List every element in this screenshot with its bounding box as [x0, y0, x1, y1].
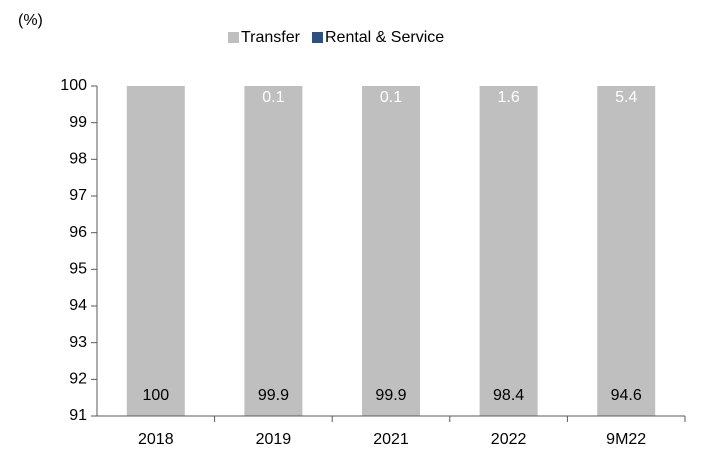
y-tick-label: 98 — [69, 151, 87, 168]
y-tick-label: 93 — [69, 334, 87, 351]
bar-segment — [362, 86, 420, 416]
legend: Transfer Rental & Service — [228, 29, 444, 46]
legend-swatch — [228, 32, 239, 43]
legend-label: Transfer — [241, 29, 301, 46]
data-label: 94.6 — [611, 387, 642, 404]
legend-label: Rental & Service — [325, 29, 444, 46]
x-tick-label: 9M22 — [606, 431, 646, 448]
y-tick-label: 97 — [69, 187, 87, 204]
data-label: 98.4 — [493, 387, 524, 404]
data-label: 99.9 — [258, 387, 289, 404]
x-tick-label: 2018 — [138, 431, 174, 448]
bar-segment — [244, 86, 303, 416]
y-tick-label: 95 — [69, 261, 87, 278]
x-tick-label: 2021 — [373, 431, 409, 448]
y-tick-label: 94 — [69, 297, 87, 314]
data-label: 1.6 — [497, 89, 519, 106]
x-tick-label: 2022 — [491, 431, 527, 448]
bar-segment — [126, 86, 185, 416]
data-label: 0.1 — [380, 89, 402, 106]
data-label: 0.1 — [262, 89, 284, 106]
y-tick-label: 91 — [69, 407, 87, 424]
data-label: 5.4 — [615, 89, 637, 106]
y-tick-label: 96 — [69, 224, 87, 241]
bar-segment — [479, 86, 538, 416]
bar-segment — [597, 86, 656, 416]
x-tick-label: 2019 — [256, 431, 292, 448]
y-tick-label: 99 — [69, 114, 87, 131]
y-axis-label: (%) — [18, 12, 43, 29]
data-label: 99.9 — [375, 387, 406, 404]
y-tick-label: 100 — [60, 77, 87, 94]
data-label: 100 — [142, 387, 169, 404]
legend-swatch — [311, 32, 323, 43]
y-tick-label: 92 — [69, 371, 87, 388]
